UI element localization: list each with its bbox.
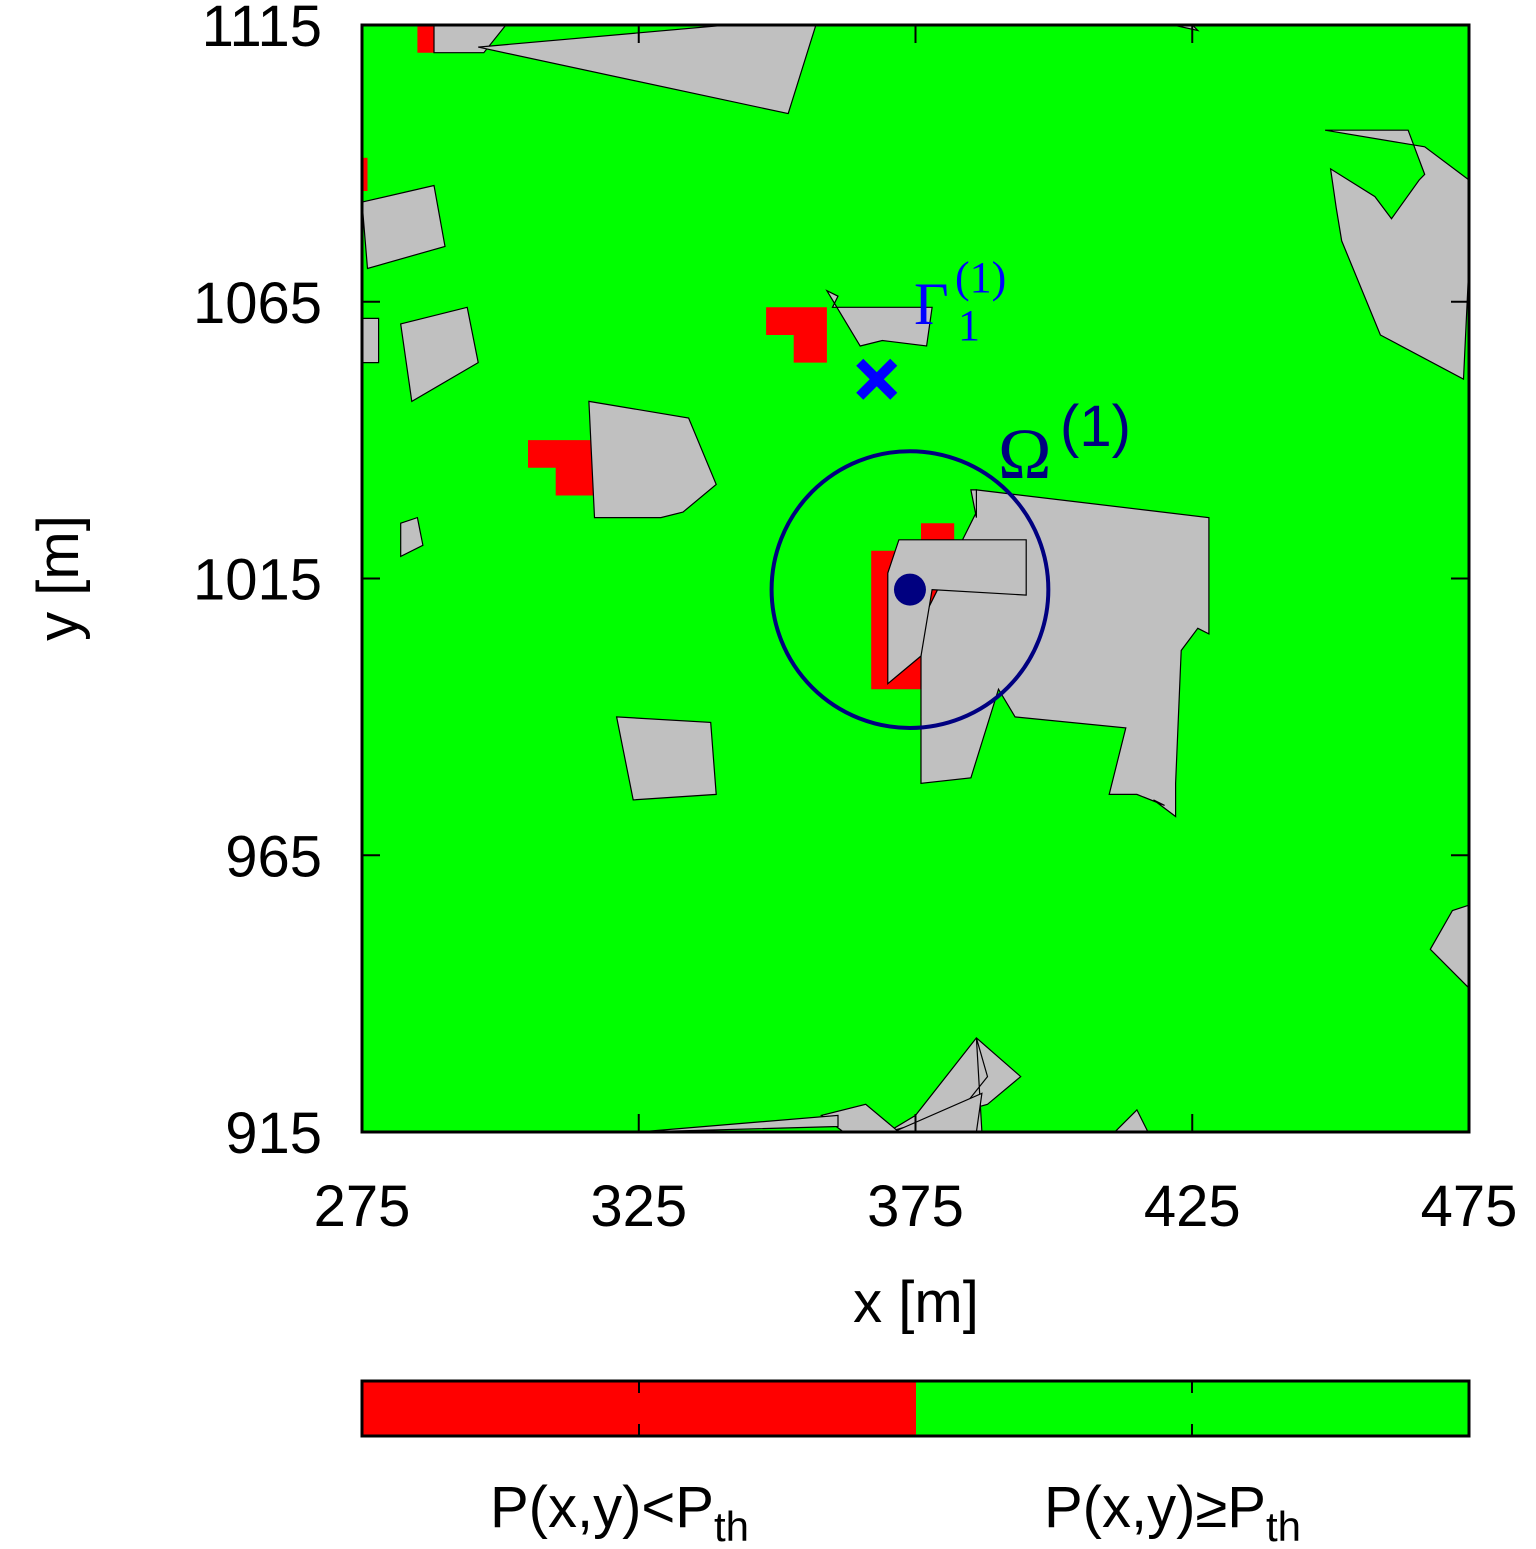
y-tick-label: 1065 [193,271,322,336]
gamma-subscript: 1 [958,301,980,350]
x-tick-label: 475 [1421,1174,1518,1239]
below-threshold-region [766,307,827,363]
building [400,306,479,403]
y-axis-title: y [m] [26,515,91,641]
y-tick-label: 965 [225,824,322,889]
legend-colorbar [360,1379,1471,1438]
building [362,184,446,270]
legend-label-below-sub: th [714,1503,749,1549]
x-tick-label: 275 [314,1174,411,1239]
below-threshold-region [528,440,595,496]
x-tick-label: 425 [1144,1174,1241,1239]
tick-layer: 275 325 375 425 475 915 965 1015 1065 1115 [193,0,1517,1239]
omega-superscript: (1) [1060,394,1131,459]
gamma-symbol: Γ [914,271,949,337]
legend-label-below-base: P(x,y)<P [490,1475,714,1540]
y-tick-label: 915 [225,1101,322,1166]
legend-label-above-sub: th [1266,1503,1301,1549]
x-tick-label: 325 [590,1174,687,1239]
svg-text:Γ: Γ [914,271,949,337]
legend-frame [360,1379,1471,1438]
omega-annotation: Ω (1) [998,394,1131,494]
legend-label-below: P(x,y)<Pth [490,1475,749,1549]
x-axis-title: x [m] [853,1270,979,1335]
building-layer [362,25,1469,1132]
building [362,317,380,364]
building [1325,129,1469,381]
building [615,716,717,801]
y-tick-label: 1115 [202,0,322,59]
building [400,516,424,558]
building [478,25,817,115]
building [638,1114,839,1132]
building [825,289,933,347]
legend-label-above: P(x,y)≥Pth [1044,1475,1301,1549]
building [1429,904,1469,989]
x-marker-stroke [856,358,898,400]
x-tick-label: 375 [867,1174,964,1239]
gamma-annotation: Γ 1 (1) [914,253,1006,350]
center-dot [893,573,926,606]
building [1113,1108,1149,1132]
building [887,539,1027,685]
omega-circle [769,449,1051,730]
y-tick-label: 1015 [193,548,322,613]
legend-label-above-base: P(x,y)≥P [1044,1475,1266,1540]
gamma-superscript: (1) [955,253,1006,302]
overlay-layer [769,358,1051,730]
building [588,400,717,519]
building [893,1092,983,1132]
x-marker [856,358,898,400]
building [970,489,978,518]
omega-symbol: Ω [998,414,1052,494]
